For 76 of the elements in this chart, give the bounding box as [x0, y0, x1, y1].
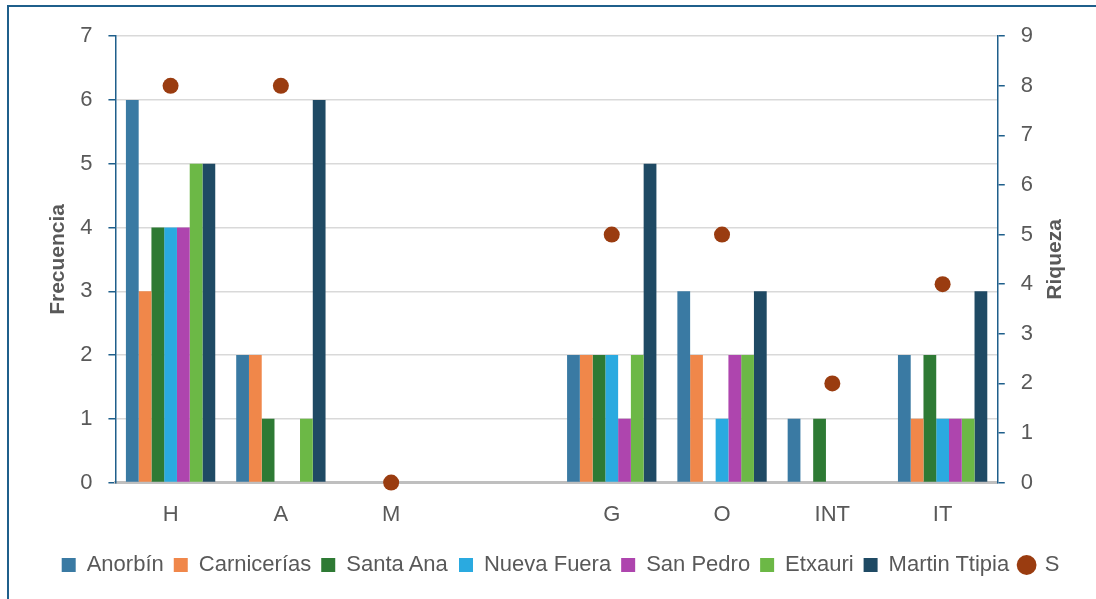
- legend-label: Carnicerías: [198, 551, 312, 577]
- bar: [176, 227, 190, 482]
- bar: [753, 291, 767, 482]
- y2-tick-label: 5: [1020, 220, 1034, 246]
- bar: [690, 355, 703, 482]
- legend-label: S: [1044, 551, 1060, 577]
- y2-tick-label: 0: [1020, 468, 1034, 494]
- legend-label: San Pedro: [646, 551, 751, 577]
- y-tick-label: 1: [80, 404, 93, 430]
- bar: [312, 99, 326, 482]
- y2-tick-label: 1: [1020, 419, 1034, 445]
- bar: [300, 418, 313, 482]
- legend-label: Etxauri: [785, 551, 854, 577]
- x-tick-label: M: [382, 500, 401, 526]
- y2-tick-label: 8: [1020, 71, 1034, 97]
- bar: [961, 418, 975, 482]
- bar: [579, 355, 593, 482]
- bar: [677, 291, 691, 482]
- y-tick-label: 7: [80, 22, 93, 48]
- bar: [236, 355, 249, 482]
- y2-tick-label: 3: [1020, 319, 1034, 345]
- bar: [741, 355, 754, 482]
- bar: [936, 418, 949, 482]
- y2-axis-title: Riqueza: [1041, 218, 1065, 300]
- y2-tick-label: 6: [1020, 171, 1034, 197]
- y-tick-label: 4: [80, 213, 93, 239]
- bar: [630, 355, 644, 482]
- point: [272, 77, 289, 94]
- bar: [138, 291, 152, 482]
- bar: [643, 163, 657, 482]
- bar: [605, 355, 619, 482]
- bar: [261, 418, 275, 482]
- y2-tick-label: 2: [1020, 369, 1034, 395]
- bar: [189, 163, 203, 482]
- bar: [567, 355, 580, 482]
- bar: [728, 355, 742, 482]
- bar: [949, 418, 962, 482]
- bar: [813, 418, 826, 482]
- point: [383, 474, 400, 491]
- x-tick-label: A: [273, 500, 289, 526]
- bar: [787, 418, 801, 482]
- x-tick-label: IT: [932, 500, 953, 526]
- bar: [248, 355, 262, 482]
- legend-label: Santa Ana: [346, 551, 449, 577]
- y-tick-label: 2: [80, 341, 93, 367]
- y2-tick-label: 4: [1020, 270, 1034, 296]
- y-tick-label: 5: [80, 149, 93, 175]
- bar: [125, 99, 139, 482]
- bar: [910, 418, 924, 482]
- x-tick-label: G: [603, 500, 621, 526]
- y2-tick-label: 9: [1020, 22, 1034, 48]
- y-tick-label: 0: [80, 468, 93, 494]
- bar: [202, 163, 216, 482]
- y-tick-label: 3: [80, 277, 93, 303]
- point: [934, 276, 951, 293]
- legend-label: Nueva Fuera: [483, 551, 612, 577]
- y-axis-title: Frecuencia: [45, 203, 69, 315]
- bar: [151, 227, 165, 482]
- point: [603, 226, 620, 243]
- x-tick-label: H: [162, 500, 179, 526]
- bar: [618, 418, 631, 482]
- point: [162, 77, 179, 94]
- bar: [715, 418, 729, 482]
- bar: [974, 291, 988, 482]
- y-tick-label: 6: [80, 86, 93, 112]
- x-tick-label: O: [713, 500, 731, 526]
- x-tick-label: INT: [814, 500, 851, 526]
- bar: [592, 355, 606, 482]
- bar: [897, 355, 911, 482]
- bar: [923, 355, 937, 482]
- point: [824, 375, 841, 392]
- legend-label: Martin Ttipia: [888, 551, 1010, 577]
- point: [714, 226, 731, 243]
- bar: [164, 227, 177, 482]
- legend-label: Anorbín: [86, 551, 164, 577]
- y2-tick-label: 7: [1020, 121, 1034, 147]
